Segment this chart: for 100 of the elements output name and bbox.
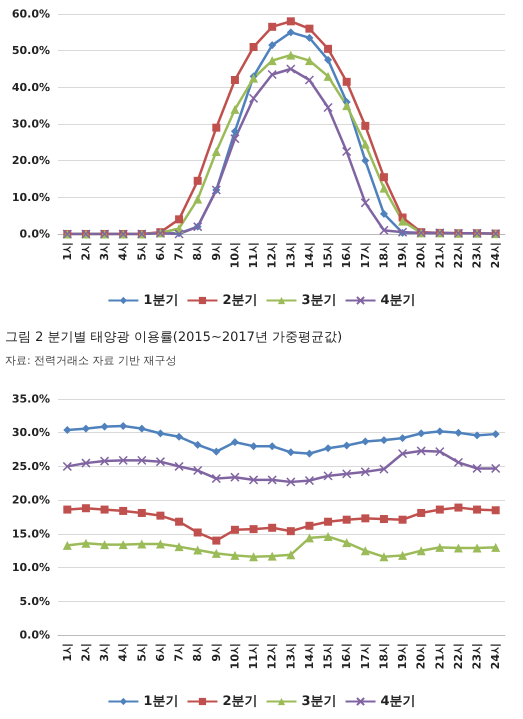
- point: [212, 124, 220, 132]
- text: 자료: 전력거래소 자료 기반 재구성: [5, 354, 177, 367]
- point: [305, 34, 314, 42]
- point: [379, 552, 388, 562]
- point: [248, 94, 258, 104]
- point: [361, 514, 370, 522]
- point: [342, 516, 351, 524]
- point: [286, 64, 296, 74]
- y-tick-label: 30.0%: [12, 426, 50, 440]
- y-tick-label: 35.0%: [12, 392, 50, 406]
- point: [342, 78, 351, 86]
- point: [286, 50, 296, 60]
- point: [286, 527, 295, 536]
- point: [230, 550, 240, 560]
- text: 그림 2 분기별 태양광 이용률(2015~2017년 가중평균값): [5, 330, 342, 345]
- x-tick-label: 10시: [228, 242, 242, 268]
- x-tick-label: 17시: [358, 242, 372, 268]
- y-tick-label: 10.0%: [12, 561, 50, 574]
- point: [324, 44, 332, 53]
- point: [267, 475, 277, 485]
- point: [435, 446, 445, 456]
- point: [137, 539, 146, 548]
- point: [417, 508, 426, 517]
- point: [342, 442, 351, 450]
- x-tick-label: 9시: [210, 643, 223, 662]
- legend-label: 1분기: [143, 293, 178, 308]
- x-tick-label: 13시: [284, 242, 298, 268]
- legend-label: 4분기: [380, 293, 416, 308]
- point: [286, 477, 296, 487]
- y-tick-label: 15.0%: [12, 527, 50, 540]
- y-tick-label: 20.0%: [12, 154, 50, 168]
- point: [398, 448, 408, 458]
- point: [250, 43, 258, 51]
- point: [324, 444, 332, 452]
- point: [286, 448, 295, 456]
- point: [380, 515, 388, 524]
- point: [175, 518, 184, 526]
- point: [324, 532, 333, 542]
- point: [249, 552, 258, 562]
- point: [416, 546, 426, 556]
- point: [82, 424, 90, 433]
- point: [268, 22, 276, 31]
- x-tick-label: 6시: [154, 242, 167, 261]
- x-tick-label: 4시: [116, 643, 130, 662]
- point: [361, 122, 370, 130]
- point: [249, 74, 258, 83]
- point: [118, 456, 128, 466]
- point: [119, 422, 128, 430]
- legend-label: 1분기: [143, 694, 178, 709]
- point: [230, 76, 239, 84]
- point: [100, 456, 110, 466]
- point: [360, 546, 370, 556]
- point: [342, 101, 352, 110]
- point: [230, 134, 240, 144]
- point: [230, 526, 239, 534]
- point: [454, 428, 462, 437]
- point: [360, 198, 370, 208]
- point: [454, 504, 462, 512]
- point: [248, 475, 258, 485]
- point: [156, 539, 165, 548]
- point: [324, 56, 332, 64]
- point: [490, 464, 500, 474]
- x-tick-label: 6시: [154, 643, 167, 662]
- point: [361, 437, 370, 446]
- x-tick-label: 8시: [191, 242, 204, 261]
- point: [194, 528, 202, 537]
- y-tick-label: 0.0%: [19, 228, 50, 240]
- x-tick-label: 7시: [172, 643, 186, 662]
- point: [435, 542, 444, 552]
- x-tick-label: 7시: [172, 242, 186, 261]
- point: [137, 456, 147, 466]
- x-tick-label: 2시: [79, 643, 92, 662]
- legend-label: 2분기: [222, 694, 258, 709]
- point: [342, 469, 352, 479]
- point: [81, 538, 90, 548]
- point: [212, 536, 220, 545]
- x-tick-label: 21시: [433, 242, 446, 268]
- point: [194, 176, 202, 185]
- point: [193, 194, 202, 204]
- point: [472, 544, 482, 553]
- x-tick-label: 17시: [358, 643, 372, 670]
- point: [473, 431, 482, 440]
- x-tick-label: 3시: [98, 643, 112, 662]
- point: [138, 424, 146, 433]
- x-tick-label: 23시: [470, 643, 484, 670]
- point: [360, 140, 370, 149]
- x-tick-label: 19시: [396, 242, 410, 268]
- x-tick-label: 24시: [489, 242, 502, 268]
- point: [416, 446, 426, 456]
- point: [63, 506, 72, 514]
- point: [230, 438, 239, 446]
- point: [324, 72, 333, 81]
- point: [305, 450, 314, 458]
- point: [491, 542, 500, 552]
- point: [250, 525, 258, 534]
- point: [174, 542, 184, 552]
- point: [156, 512, 164, 520]
- point: [230, 472, 240, 482]
- x-tick-label: 10시: [228, 643, 242, 670]
- y-tick-label: 0.0%: [19, 628, 50, 642]
